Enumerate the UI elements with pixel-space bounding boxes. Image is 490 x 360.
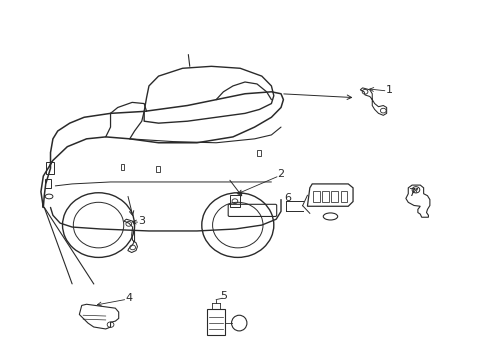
Bar bbox=[45, 179, 51, 188]
Bar bbox=[341, 190, 347, 202]
Text: 3: 3 bbox=[138, 216, 145, 226]
Text: 5: 5 bbox=[220, 292, 227, 301]
Text: 1: 1 bbox=[386, 85, 392, 95]
Bar bbox=[156, 166, 160, 172]
Bar bbox=[207, 309, 225, 335]
Bar bbox=[46, 162, 54, 174]
Text: 2: 2 bbox=[277, 169, 285, 179]
Text: 4: 4 bbox=[125, 293, 132, 303]
Bar bbox=[313, 190, 320, 202]
Text: 7: 7 bbox=[409, 188, 416, 198]
Bar bbox=[121, 164, 124, 170]
Bar bbox=[257, 150, 261, 157]
Bar bbox=[331, 190, 338, 202]
Text: 6: 6 bbox=[285, 193, 292, 203]
Bar bbox=[230, 195, 240, 207]
Bar bbox=[322, 190, 329, 202]
